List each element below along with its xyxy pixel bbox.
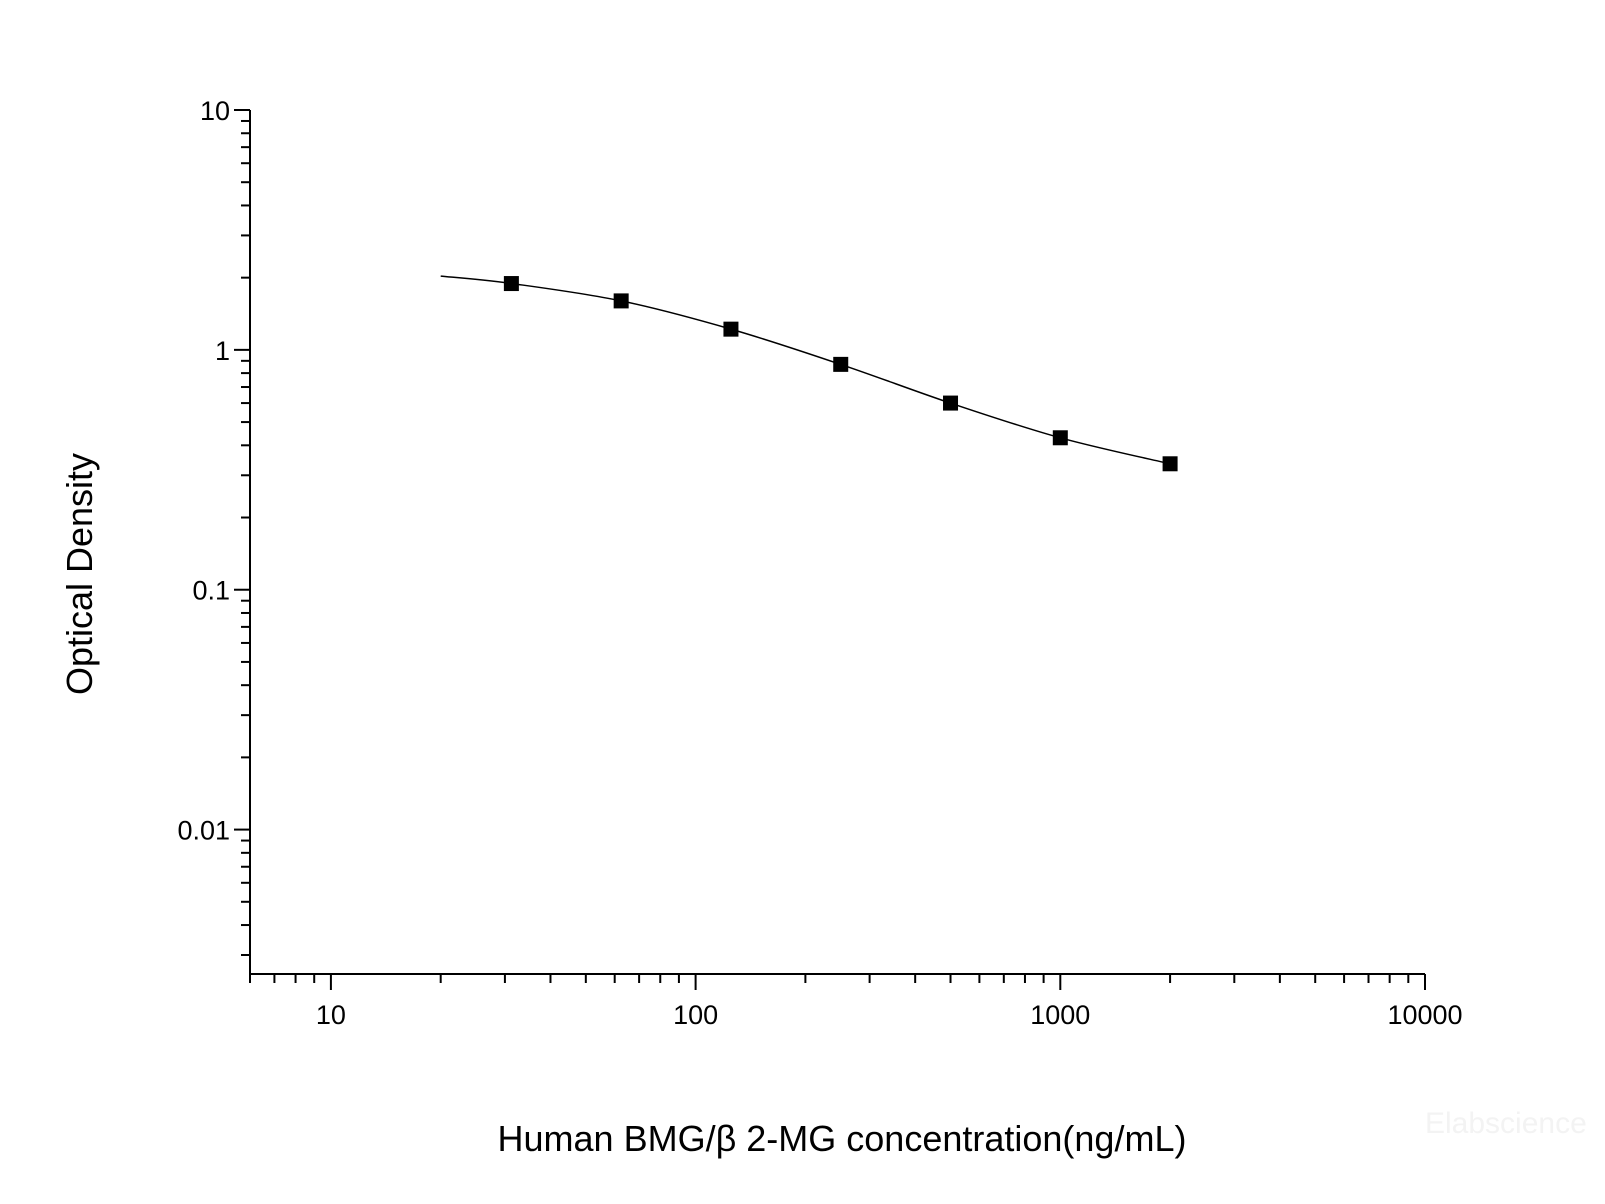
data-point bbox=[833, 356, 849, 372]
data-point bbox=[943, 395, 959, 411]
y-tick-label: 1 bbox=[215, 336, 230, 366]
x-tick-label: 10000 bbox=[1387, 1000, 1462, 1030]
data-points-layer bbox=[503, 276, 1178, 472]
axes: 10 100 1000 10000 0.01 0.1 1 10 bbox=[177, 96, 1462, 1030]
y-tick-label: 0.1 bbox=[192, 576, 230, 606]
watermark: Elabscience bbox=[1425, 1107, 1587, 1140]
x-axis-title: Human BMG/β 2-MG concentration(ng/mL) bbox=[498, 1118, 1187, 1159]
fit-curve-layer bbox=[440, 275, 1171, 465]
data-point bbox=[1162, 456, 1178, 472]
data-point bbox=[613, 293, 629, 309]
x-tick-label: 10 bbox=[316, 1000, 346, 1030]
data-point bbox=[503, 276, 519, 292]
fit-curve bbox=[440, 275, 1171, 465]
data-point bbox=[1052, 430, 1068, 446]
data-point bbox=[723, 321, 739, 337]
y-tick-label: 0.01 bbox=[177, 816, 230, 846]
y-tick-label: 10 bbox=[200, 96, 230, 126]
x-tick-label: 1000 bbox=[1030, 1000, 1090, 1030]
x-tick-label: 100 bbox=[673, 1000, 718, 1030]
y-axis-title: Optical Density bbox=[59, 453, 100, 695]
